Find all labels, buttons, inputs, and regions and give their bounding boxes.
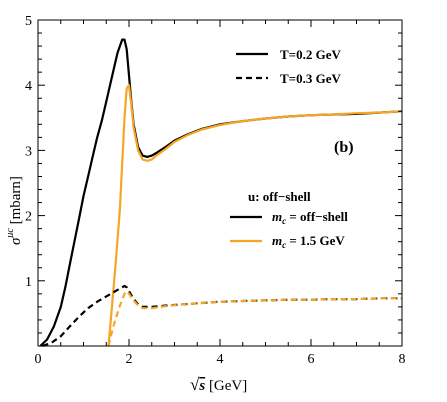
- legend-label-mc-15gev: mc = 1.5 GeV: [272, 233, 345, 250]
- x-tick-label: 4: [217, 352, 224, 367]
- legend-label-t02: T=0.2 GeV: [280, 47, 341, 62]
- series-lines: [39, 38, 403, 348]
- legend-label-mc-offshell: mc = off−shell: [272, 209, 348, 226]
- x-tick-label: 8: [399, 352, 406, 367]
- series-line-2: [42, 284, 402, 348]
- series-line-0: [39, 38, 403, 347]
- x-axis-title: √s [GeV]: [190, 375, 247, 394]
- y-tick-label: 5: [25, 14, 32, 29]
- series-line-3: [107, 290, 402, 347]
- y-tick-label: 4: [25, 79, 32, 94]
- y-tick-label: 1: [25, 275, 32, 290]
- legend-label-t03: T=0.3 GeV: [280, 71, 341, 86]
- y-tick-label: 3: [25, 144, 32, 159]
- legend-temperature: T=0.2 GeV T=0.3 GeV: [236, 47, 341, 86]
- plot-frame: [37, 19, 403, 347]
- y-tick-label: 2: [25, 210, 32, 225]
- x-tick-label: 6: [308, 352, 315, 367]
- legend-mass-header: u: off−shell: [248, 189, 311, 204]
- series-line-1: [107, 84, 403, 347]
- y-axis-title: σuc [mbarn]: [5, 176, 24, 245]
- x-tick-label: 2: [126, 352, 133, 367]
- x-tick-label: 0: [35, 352, 42, 367]
- legend-mass: u: off−shell mc = off−shell mc = 1.5 GeV: [230, 189, 348, 250]
- axis-ticks: 0 2 4 6 8 1 2 3 4 5: [25, 14, 406, 367]
- panel-label: (b): [334, 139, 354, 156]
